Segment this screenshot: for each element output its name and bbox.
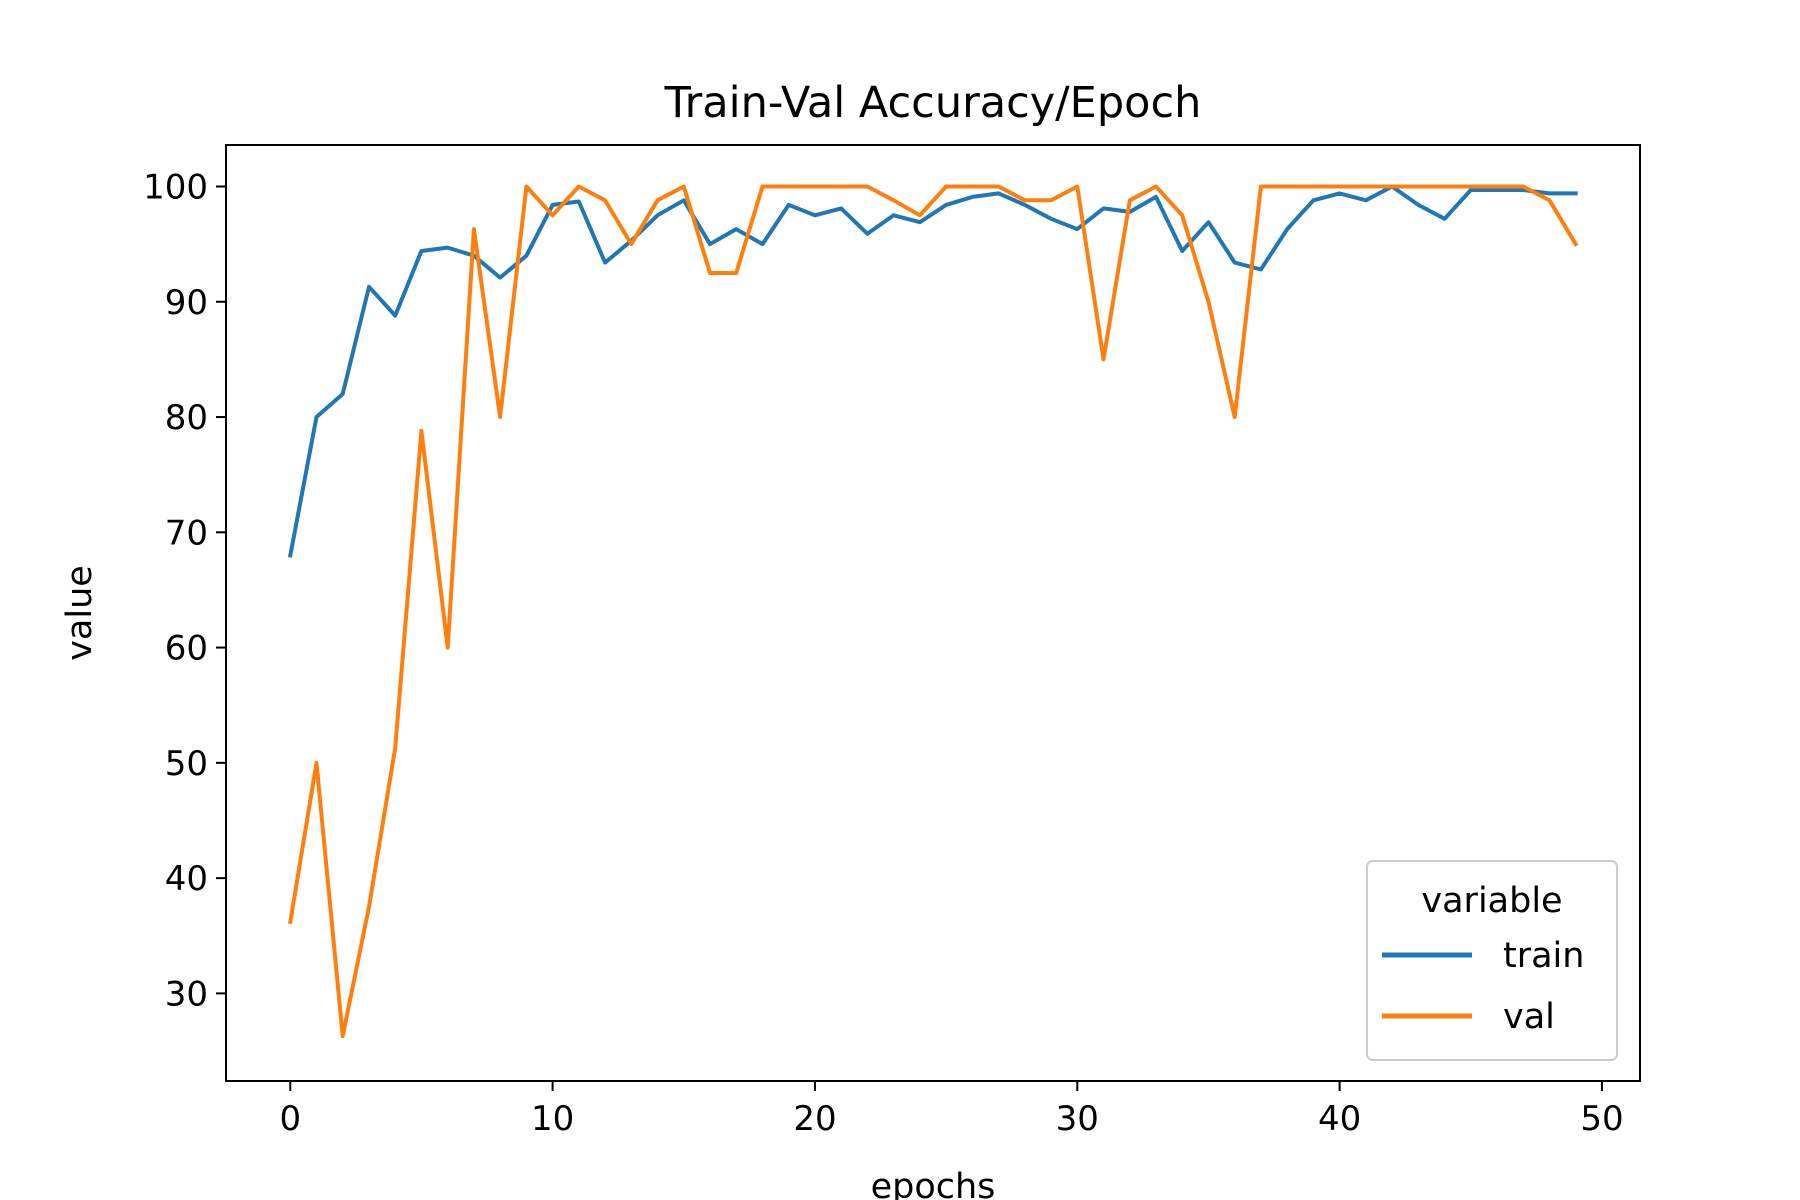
- x-tick-label: 10: [531, 1099, 574, 1139]
- chart-title: Train-Val Accuracy/Epoch: [664, 78, 1202, 128]
- y-tick-label: 30: [165, 974, 208, 1014]
- legend: variable train val: [1366, 860, 1618, 1061]
- legend-title: variable: [1421, 881, 1562, 921]
- x-tick-label: 0: [279, 1099, 301, 1139]
- y-tick-label: 40: [165, 859, 208, 899]
- y-tick-label: 80: [165, 398, 208, 438]
- x-tick-label: 50: [1580, 1099, 1623, 1139]
- y-axis-label: value: [60, 565, 100, 661]
- legend-label-train: train: [1503, 936, 1584, 976]
- axes-frame: [225, 144, 1641, 1082]
- legend-label-val: val: [1503, 997, 1555, 1037]
- x-tick-label: 40: [1318, 1099, 1361, 1139]
- series-line-val: [288, 184, 1579, 1038]
- x-axis-label: epochs: [871, 1167, 996, 1200]
- plot-lines: [287, 184, 1579, 1038]
- y-tick-label: 60: [165, 629, 208, 669]
- x-tick-label: 20: [793, 1099, 836, 1139]
- y-tick-label: 90: [165, 283, 208, 323]
- x-tick-label: 30: [1056, 1099, 1099, 1139]
- y-axis: 30 40 50 60 70 80 90 100: [143, 167, 226, 1014]
- series-line-train: [287, 184, 1578, 558]
- x-axis: 0 10 20 30 40 50: [279, 1081, 1624, 1139]
- legend-box: [1366, 860, 1618, 1061]
- y-tick-label: 70: [165, 513, 208, 553]
- y-tick-label: 100: [143, 167, 208, 207]
- y-tick-label: 50: [165, 744, 208, 784]
